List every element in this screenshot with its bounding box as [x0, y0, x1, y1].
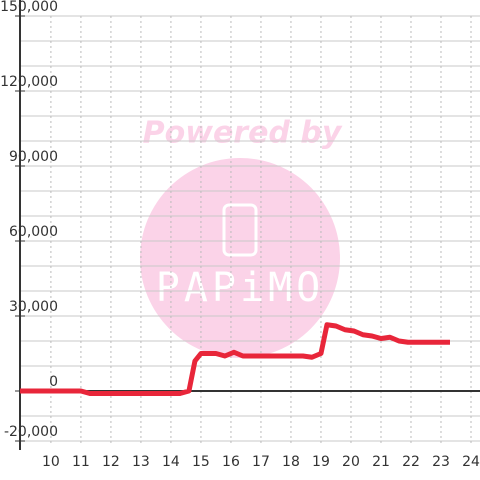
y-tick-label: 30,000: [9, 299, 58, 315]
x-tick-label: 15: [192, 454, 210, 470]
x-tick-label: 13: [132, 454, 150, 470]
x-tick-label: 10: [42, 454, 60, 470]
x-tick-label: 12: [102, 454, 120, 470]
x-tick-label: 17: [252, 454, 270, 470]
watermark-circle: [140, 158, 340, 358]
x-tick-label: 21: [372, 454, 390, 470]
x-tick-label: 23: [432, 454, 450, 470]
watermark-icon: [222, 203, 258, 257]
x-tick-label: 24: [462, 454, 480, 470]
x-tick-label: 14: [162, 454, 180, 470]
data-line: [20, 322, 450, 396]
y-tick-label: 90,000: [9, 149, 58, 165]
watermark-logo: PAPiMO: [156, 265, 325, 311]
x-tick-label: 22: [402, 454, 420, 470]
x-tick-label: 18: [282, 454, 300, 470]
y-tick-label: 60,000: [9, 224, 58, 240]
x-tick-label: 19: [312, 454, 330, 470]
watermark-text: Powered by: [143, 116, 343, 151]
x-tick-label: 20: [342, 454, 360, 470]
y-tick-label: 0: [49, 374, 58, 390]
x-tick-label: 11: [72, 454, 90, 470]
y-tick-label: -20,000: [4, 424, 58, 440]
x-tick-label: 16: [222, 454, 240, 470]
y-tick-label: 150,000: [0, 0, 58, 15]
y-tick-label: 120,000: [0, 74, 58, 90]
